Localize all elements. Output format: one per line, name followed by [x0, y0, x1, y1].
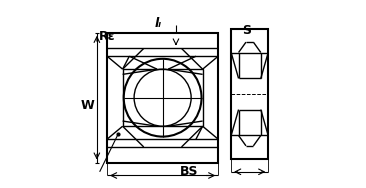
Text: S: S: [242, 24, 251, 37]
Bar: [231, 29, 268, 159]
Bar: [107, 33, 218, 163]
Text: Rε: Rε: [99, 30, 115, 43]
Text: BS: BS: [180, 165, 199, 178]
Bar: [123, 69, 203, 126]
Text: W: W: [81, 99, 94, 112]
Text: lₗ: lₗ: [154, 17, 161, 30]
